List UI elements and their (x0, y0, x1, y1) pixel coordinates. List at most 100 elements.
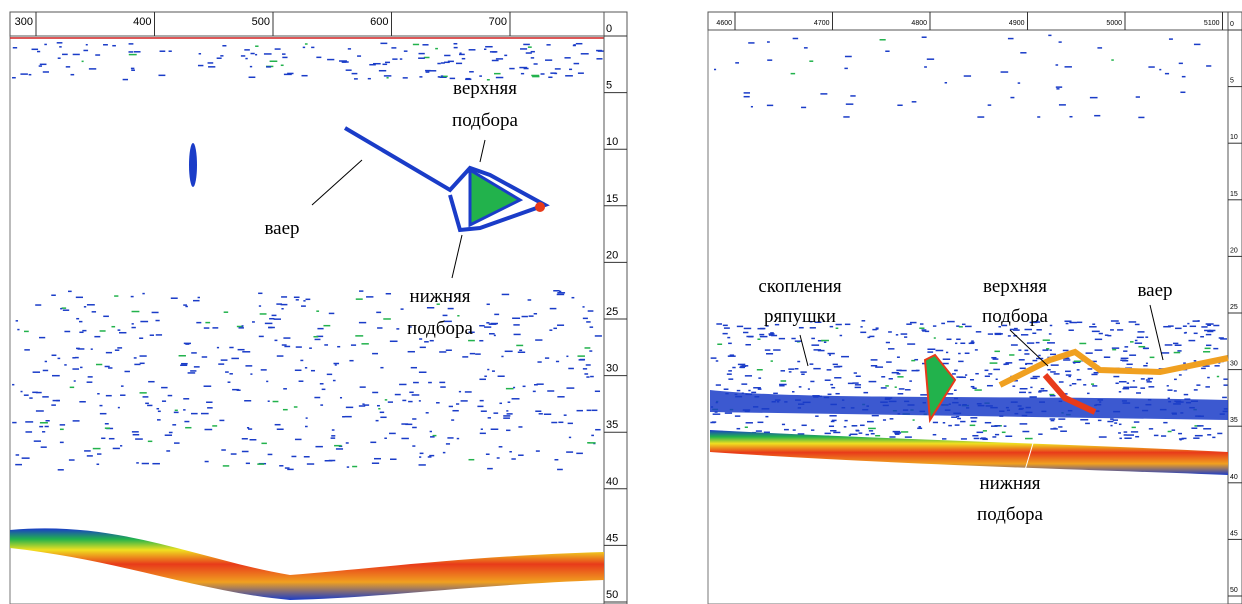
echo (497, 457, 500, 459)
echo (592, 410, 598, 412)
echo (1131, 431, 1138, 433)
echo (184, 421, 189, 423)
echo (1020, 52, 1026, 54)
echo (893, 431, 901, 433)
echo (880, 39, 886, 41)
annotation: подбора (407, 318, 473, 339)
echo (535, 339, 542, 341)
echo (1193, 437, 1199, 439)
echo (1129, 321, 1137, 323)
echo (1201, 368, 1206, 370)
echo (1137, 337, 1144, 339)
echo (491, 428, 499, 430)
echo (208, 66, 215, 68)
echo (191, 413, 198, 415)
echo (506, 388, 514, 390)
echo (294, 406, 298, 408)
echo (557, 324, 564, 326)
echo (479, 340, 483, 342)
echo (470, 353, 475, 355)
echo (419, 456, 421, 458)
echo (767, 41, 770, 43)
echo (62, 54, 68, 56)
echo (492, 60, 499, 62)
echo (808, 388, 810, 390)
echo (976, 331, 981, 333)
echo (147, 405, 152, 407)
x-ruler (10, 12, 604, 36)
echo (484, 326, 491, 328)
echo (37, 51, 40, 53)
echo (523, 386, 526, 388)
echo (494, 335, 496, 337)
echo (1088, 368, 1093, 370)
echo (885, 50, 889, 52)
echo (713, 413, 721, 415)
echo (248, 428, 252, 430)
echo (907, 343, 915, 345)
echo (1169, 38, 1173, 40)
echo (788, 368, 794, 370)
echo (229, 347, 233, 349)
echo (158, 75, 165, 77)
echo (588, 442, 595, 444)
echo (493, 412, 498, 414)
echo (492, 51, 496, 53)
echo (948, 425, 952, 427)
echo (773, 393, 778, 395)
echo (1059, 104, 1066, 106)
echo (983, 430, 987, 432)
echo (274, 318, 281, 320)
echo (332, 429, 335, 431)
echo (29, 74, 32, 76)
x-ruler (708, 12, 1228, 30)
echo (557, 292, 565, 294)
echo (380, 412, 384, 414)
echo (991, 357, 996, 359)
echo (871, 433, 875, 435)
echo (1028, 392, 1031, 394)
echo (158, 411, 161, 413)
echo (970, 425, 976, 427)
echo (359, 322, 366, 324)
echo (494, 314, 499, 316)
echo (20, 73, 27, 75)
echo (532, 76, 539, 78)
echo (169, 432, 173, 434)
echo (965, 353, 970, 355)
echo (888, 331, 892, 333)
echo (875, 435, 880, 437)
echo (528, 299, 532, 301)
echo (295, 439, 302, 441)
echo (487, 369, 489, 371)
echo (897, 105, 902, 107)
echo (737, 390, 741, 392)
echo (1180, 439, 1182, 441)
depth-tick-label: 5 (1230, 78, 1234, 85)
echo (1146, 379, 1150, 381)
echo (258, 293, 262, 295)
echo (242, 438, 248, 440)
echo (181, 363, 188, 365)
echo (556, 361, 559, 363)
echo (1083, 384, 1086, 386)
echo (412, 418, 416, 420)
echo (1119, 438, 1122, 440)
echo (1056, 64, 1059, 66)
echo (1050, 371, 1056, 373)
echo (305, 426, 308, 428)
echo (66, 66, 70, 68)
echo (155, 320, 159, 322)
echo (767, 105, 773, 107)
echo (484, 376, 487, 378)
echo (841, 356, 849, 358)
echo (1099, 333, 1103, 335)
echo (282, 344, 287, 346)
echo (1014, 328, 1018, 330)
echo (582, 306, 584, 308)
echo (533, 391, 536, 393)
echo (832, 420, 837, 422)
echo (844, 68, 847, 70)
echo (975, 373, 978, 375)
echo (342, 61, 347, 63)
